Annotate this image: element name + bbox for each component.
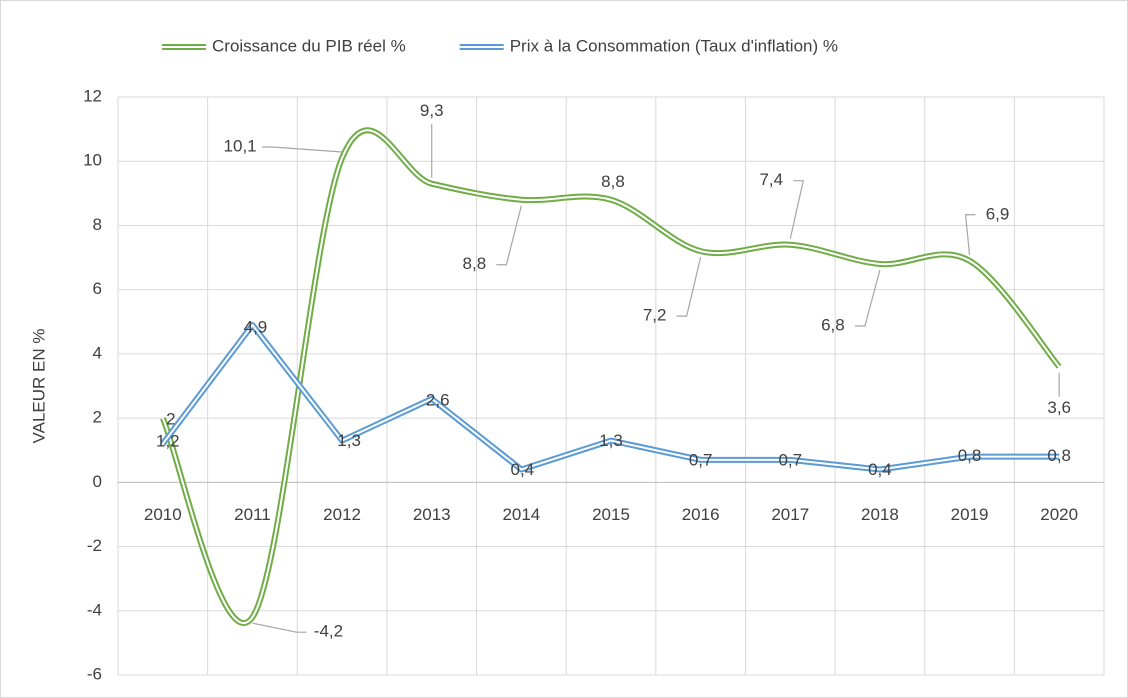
line-inner bbox=[162, 323, 1060, 471]
x-tick-label: 2018 bbox=[861, 505, 899, 524]
x-tick-label: 2017 bbox=[771, 505, 809, 524]
leader-line bbox=[854, 269, 881, 327]
y-tick-label: 2 bbox=[93, 408, 102, 427]
y-tick-label: 8 bbox=[93, 215, 102, 234]
data-label: 6,9 bbox=[986, 204, 1010, 223]
y-tick-label: -6 bbox=[87, 664, 102, 683]
data-label: 1,3 bbox=[337, 431, 361, 450]
data-label: 0,7 bbox=[778, 450, 802, 469]
data-label: 0,8 bbox=[958, 446, 982, 465]
data-label: 0,7 bbox=[689, 450, 713, 469]
data-label: 0,8 bbox=[1047, 446, 1071, 465]
data-label: 8,8 bbox=[463, 254, 487, 273]
x-tick-label: 2020 bbox=[1040, 505, 1078, 524]
data-label: 7,2 bbox=[643, 306, 667, 325]
leader-line bbox=[789, 180, 805, 239]
data-label: 7,4 bbox=[759, 170, 783, 189]
data-label: 1,2 bbox=[156, 431, 180, 450]
leader-line bbox=[262, 146, 343, 153]
data-label: 2,6 bbox=[426, 390, 450, 409]
data-label: 3,6 bbox=[1047, 398, 1071, 417]
x-tick-label: 2015 bbox=[592, 505, 630, 524]
leader-line bbox=[496, 205, 522, 266]
data-label: 8,8 bbox=[601, 172, 625, 191]
leader-line bbox=[964, 214, 976, 255]
x-tick-label: 2013 bbox=[413, 505, 451, 524]
y-axis-label: VALEUR EN % bbox=[29, 329, 48, 444]
x-tick-label: 2016 bbox=[682, 505, 720, 524]
leader-line bbox=[252, 622, 307, 633]
data-label: 6,8 bbox=[821, 315, 845, 334]
data-label: 9,3 bbox=[420, 101, 444, 120]
data-label: 1,3 bbox=[599, 431, 623, 450]
data-label: 0,4 bbox=[868, 460, 892, 479]
x-tick-label: 2019 bbox=[951, 505, 989, 524]
legend-label: Prix à la Consommation (Taux d'inflation… bbox=[510, 36, 838, 55]
x-tick-label: 2014 bbox=[502, 505, 540, 524]
y-tick-label: 4 bbox=[93, 343, 102, 362]
y-tick-label: 6 bbox=[93, 279, 102, 298]
line-inner bbox=[161, 129, 1060, 624]
data-label: 0,4 bbox=[511, 460, 535, 479]
leader-line bbox=[676, 256, 702, 317]
y-tick-label: -4 bbox=[87, 600, 102, 619]
y-tick-label: 10 bbox=[83, 151, 102, 170]
data-label: -4,2 bbox=[314, 622, 343, 641]
data-label: 4,9 bbox=[244, 317, 268, 336]
y-tick-label: 0 bbox=[93, 472, 102, 491]
legend-label: Croissance du PIB réel % bbox=[212, 36, 406, 55]
x-tick-label: 2011 bbox=[234, 505, 271, 524]
data-label: 10,1 bbox=[224, 136, 257, 155]
x-tick-label: 2012 bbox=[323, 505, 361, 524]
y-tick-label: 12 bbox=[83, 86, 102, 105]
y-tick-label: -2 bbox=[87, 536, 102, 555]
x-tick-label: 2010 bbox=[144, 505, 182, 524]
data-label: 2 bbox=[166, 410, 175, 429]
